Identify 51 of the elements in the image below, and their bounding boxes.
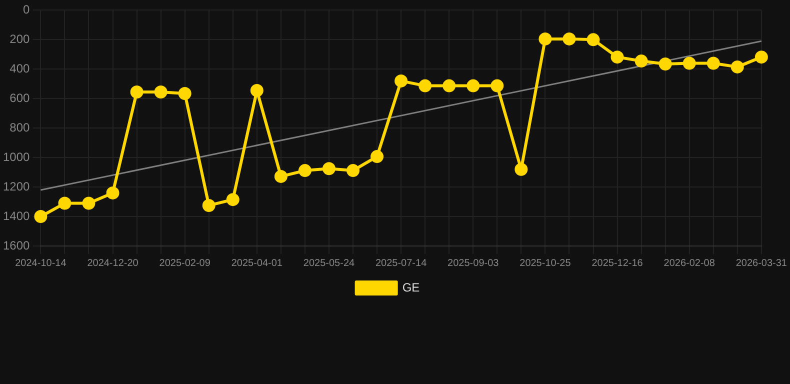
point <box>322 162 336 176</box>
point <box>130 85 144 98</box>
x-tick-label: 2026-02-08 <box>664 258 716 269</box>
point <box>250 84 264 98</box>
x-tick-label: 2025-10-25 <box>520 258 572 269</box>
y-tick-label: 1000 <box>2 150 30 164</box>
legend-label: GE <box>402 280 420 294</box>
x-tick-label: 2025-05-24 <box>303 258 355 269</box>
point <box>730 60 744 74</box>
point <box>562 32 576 46</box>
y-tick-label: 400 <box>10 61 30 76</box>
point <box>346 164 360 178</box>
y-tick-label: 1400 <box>2 208 30 223</box>
point <box>490 79 504 92</box>
point <box>274 170 288 183</box>
point <box>586 33 600 46</box>
point <box>538 32 552 46</box>
point <box>610 50 624 64</box>
point <box>706 56 720 70</box>
x-tick-label: 2025-09-03 <box>448 258 500 269</box>
x-tick-label: 2025-12-16 <box>592 258 644 269</box>
x-tick-label: 2025-02-09 <box>159 258 211 269</box>
point <box>514 162 528 176</box>
point <box>682 56 696 70</box>
point <box>106 186 120 200</box>
x-tick-label: 2024-10-14 <box>15 258 67 269</box>
point <box>754 50 768 64</box>
y-tick-label: 0 <box>23 2 30 17</box>
y-tick-label: 200 <box>10 32 30 46</box>
y-tick-label: 600 <box>10 90 30 105</box>
point <box>298 164 312 178</box>
point <box>658 57 672 70</box>
point <box>466 79 480 92</box>
y-tick-label: 800 <box>10 120 30 134</box>
point <box>418 79 432 92</box>
y-tick-label: 1600 <box>2 238 30 252</box>
y-tick-label: 1200 <box>2 179 30 194</box>
x-tick-label: 2025-07-14 <box>375 258 428 269</box>
point <box>58 196 72 210</box>
point <box>178 86 192 100</box>
x-tick-label: 2025-04-01 <box>231 258 283 269</box>
point <box>154 85 168 98</box>
point <box>202 198 216 212</box>
x-tick-label: 2026-03-31 <box>736 258 788 269</box>
point <box>442 79 456 92</box>
point <box>634 54 648 68</box>
point <box>394 74 408 88</box>
x-tick-label: 2024-12-20 <box>87 258 139 269</box>
point <box>82 196 96 210</box>
point <box>370 150 384 164</box>
point <box>226 193 240 206</box>
